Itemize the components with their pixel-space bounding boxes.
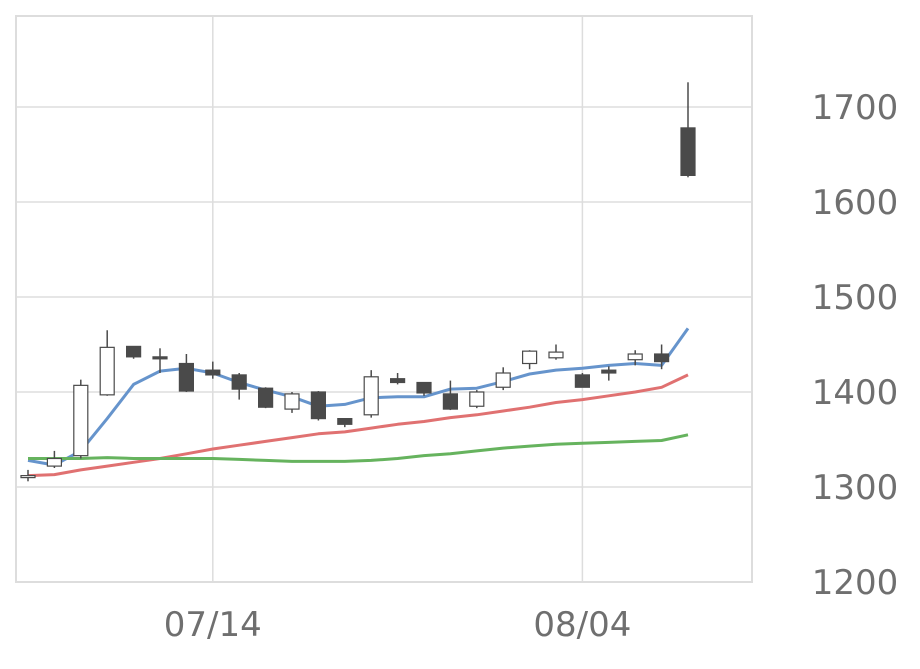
- candle-body-down: [258, 387, 274, 408]
- candle: [653, 344, 670, 370]
- candle-body-up: [548, 351, 564, 359]
- moving-average-lines: [27, 327, 690, 478]
- ma-long-line: [28, 433, 689, 463]
- candle-body-down: [310, 391, 326, 420]
- candle: [152, 348, 168, 373]
- candle: [20, 469, 36, 482]
- y-tick-label: 1700: [812, 88, 899, 128]
- candle-body-up: [363, 376, 379, 416]
- candle: [73, 379, 89, 459]
- candle: [416, 381, 432, 396]
- candle: [258, 387, 274, 409]
- candle: [337, 418, 353, 428]
- candle-body-up: [521, 350, 538, 365]
- candles: [20, 82, 696, 482]
- candle: [284, 392, 300, 413]
- candle-body-down: [416, 381, 432, 394]
- candle: [469, 390, 485, 409]
- y-tick-label: 1500: [812, 278, 899, 318]
- candle-body-up: [284, 393, 300, 410]
- ma-mid-line: [27, 373, 689, 478]
- candle: [442, 380, 458, 411]
- candle: [99, 330, 115, 396]
- ma-short-line: [27, 327, 690, 467]
- candle: [46, 450, 63, 468]
- candle-body-down: [125, 345, 142, 358]
- y-axis-labels: 1200 1300 1400 1500 1600 1700: [812, 88, 899, 603]
- candle-body-up: [627, 353, 643, 361]
- plot-frame: [15, 15, 753, 583]
- candle-body-up: [73, 384, 89, 457]
- gridlines: [16, 16, 752, 582]
- x-tick-label: 08/04: [533, 605, 631, 645]
- candle: [363, 370, 379, 418]
- candle-body-down: [152, 356, 168, 360]
- candle-body-up: [20, 475, 36, 479]
- candle: [601, 366, 617, 381]
- candle-body-down: [390, 378, 406, 384]
- candle: [627, 350, 643, 366]
- candle-body-down: [442, 393, 458, 410]
- y-tick-label: 1600: [812, 183, 899, 223]
- candle-body-down: [178, 362, 194, 392]
- candle-body-up: [469, 391, 485, 407]
- candle-body-down: [601, 369, 617, 374]
- candle: [205, 361, 221, 379]
- candle: [231, 373, 247, 400]
- candle-body-down: [205, 369, 221, 376]
- candle-body-up: [99, 346, 115, 396]
- candle: [574, 373, 591, 388]
- y-tick-label: 1400: [812, 373, 899, 413]
- candle: [680, 82, 696, 178]
- candle: [495, 367, 511, 391]
- x-tick-label: 07/14: [164, 605, 262, 645]
- x-axis-labels: 07/14 08/04: [164, 605, 632, 645]
- candle: [548, 344, 564, 360]
- candle-body-down: [653, 353, 670, 363]
- candle: [178, 354, 194, 392]
- candle: [125, 345, 142, 359]
- y-tick-label: 1200: [812, 563, 899, 603]
- candle-body-down: [337, 418, 353, 425]
- candle: [390, 373, 406, 385]
- candle-body-up: [46, 457, 63, 467]
- candle: [521, 350, 538, 370]
- candle-body-up: [495, 372, 511, 388]
- candle: [310, 391, 326, 421]
- candle-body-down: [680, 127, 696, 177]
- candle-body-down: [574, 374, 591, 388]
- y-tick-label: 1300: [812, 468, 899, 508]
- candle-body-down: [231, 374, 247, 390]
